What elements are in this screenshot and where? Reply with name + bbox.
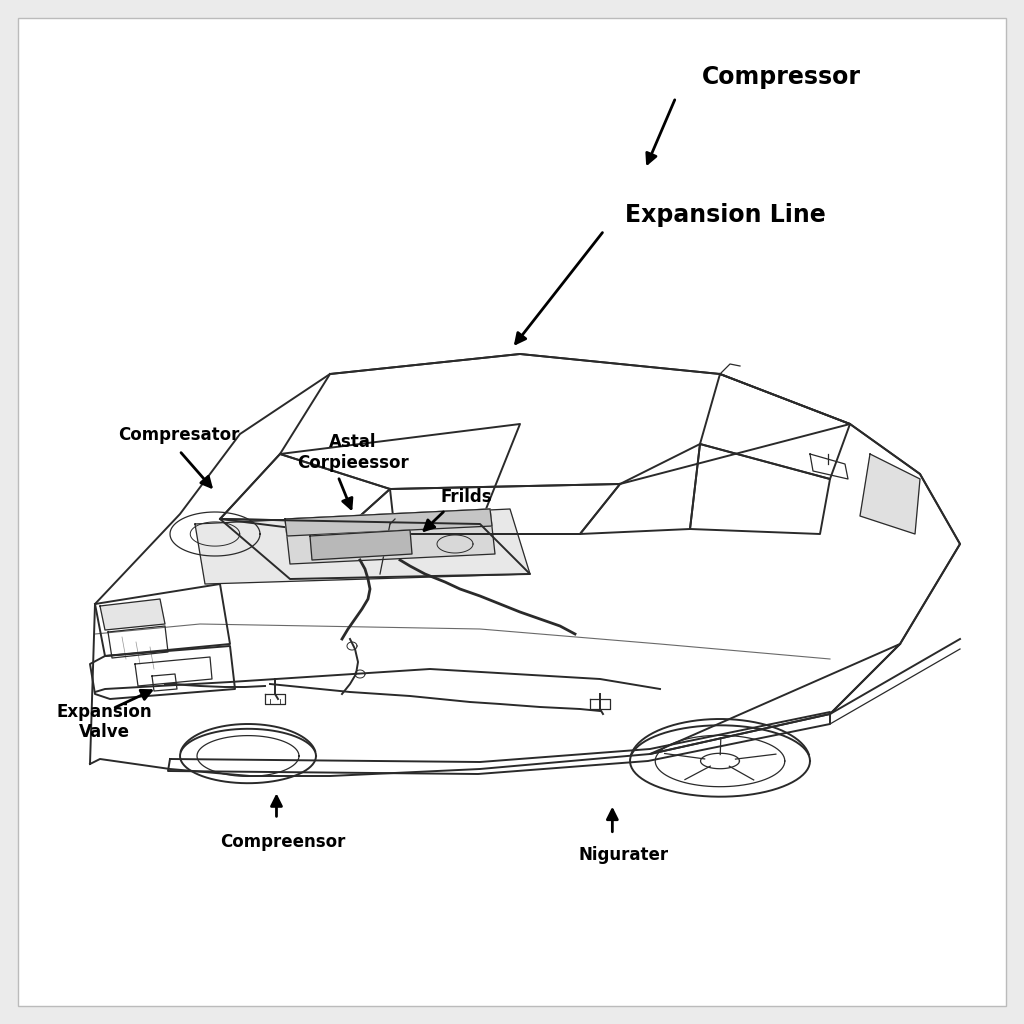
Polygon shape [285,509,495,564]
Polygon shape [285,509,492,536]
Polygon shape [100,599,165,630]
Polygon shape [310,530,412,560]
Text: Expansion
Valve: Expansion Valve [56,702,152,741]
Text: Frilds: Frilds [440,487,492,506]
Polygon shape [860,454,920,534]
Text: Compresator: Compresator [118,426,240,444]
Text: Astal
Corpieessor: Astal Corpieessor [297,433,409,472]
Text: Expansion Line: Expansion Line [625,203,825,227]
Text: Nigurater: Nigurater [579,846,669,864]
Text: Compressor: Compressor [701,65,860,89]
Polygon shape [195,509,530,584]
Text: Compreensor: Compreensor [220,833,345,851]
